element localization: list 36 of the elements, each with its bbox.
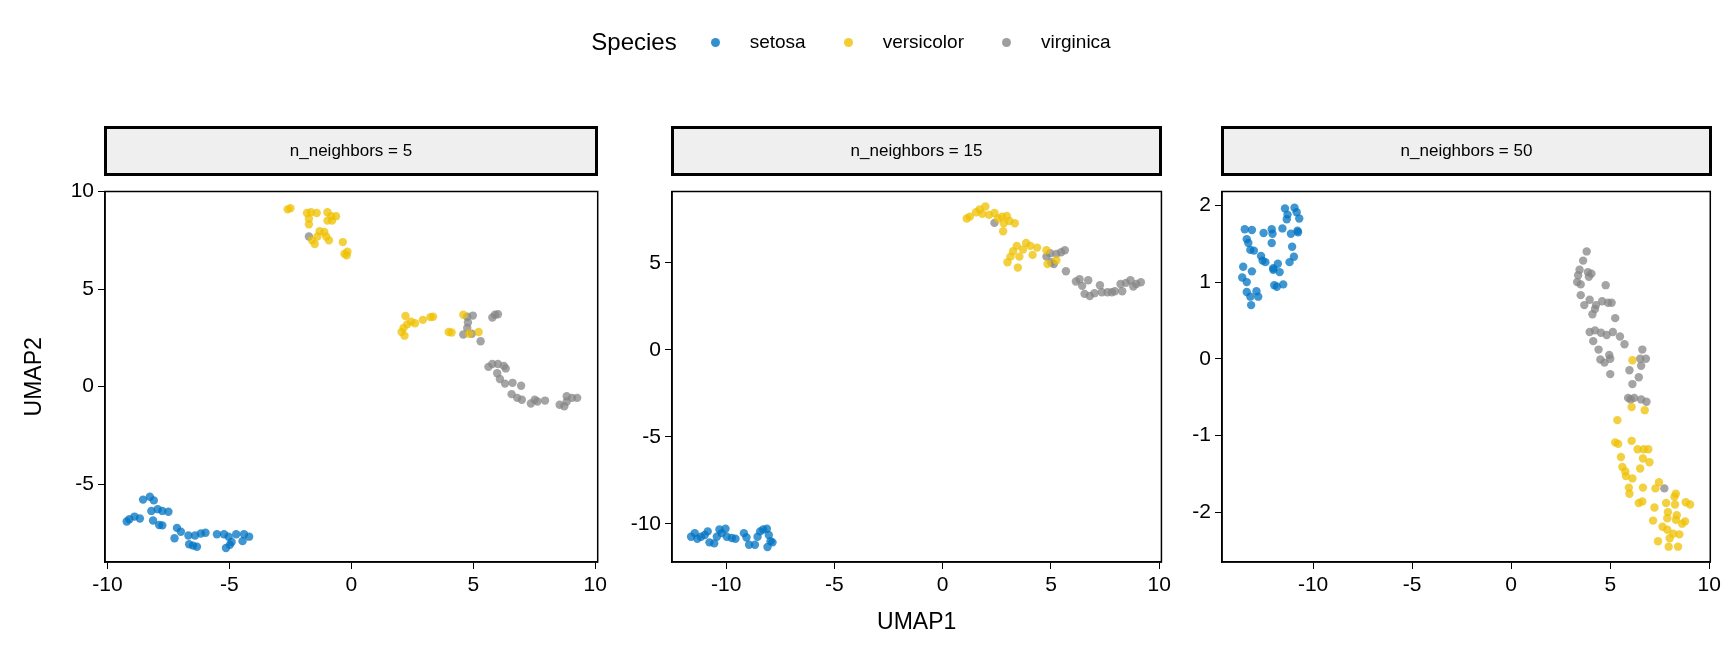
y-tick-label: 10 <box>70 178 94 202</box>
x-tick-label: 10 <box>1147 572 1171 596</box>
x-tick-label: 5 <box>467 572 480 596</box>
y-tick-label: 5 <box>649 249 661 273</box>
x-tick-label: -10 <box>1297 572 1329 596</box>
legend-label: setosa <box>749 31 806 53</box>
x-tick-label: 10 <box>1697 572 1721 596</box>
x-tick-label: 5 <box>1604 572 1617 596</box>
x-tick-label: -5 <box>220 572 239 596</box>
chart-title: n_neighbors = 50 <box>1221 126 1712 176</box>
legend-label: virginica <box>1040 31 1111 53</box>
y-tick-label: 0 <box>649 336 661 360</box>
y-tick-label: -5 <box>642 423 661 447</box>
chart-title: n_neighbors = 15 <box>671 126 1162 176</box>
y-tick-label: -2 <box>1192 498 1211 522</box>
y-tick-label: 5 <box>82 275 94 299</box>
chart-title: n_neighbors = 5 <box>104 126 598 176</box>
y-tick-label: 0 <box>82 373 94 397</box>
legend-title: Species <box>591 28 677 56</box>
y-tick-label: -5 <box>75 470 94 494</box>
y-tick-label: 0 <box>1199 345 1211 369</box>
y-tick-label: 2 <box>1199 192 1211 216</box>
x-tick-label: 0 <box>936 572 949 596</box>
x-tick-label: -5 <box>1402 572 1422 596</box>
y-axis-title: UMAP2 <box>20 337 47 417</box>
x-tick-label: 0 <box>1505 572 1518 596</box>
x-tick-label: 0 <box>345 572 358 596</box>
y-tick-label: -1 <box>1192 422 1211 446</box>
x-tick-label: -10 <box>710 572 742 596</box>
y-tick-label: 1 <box>1199 268 1211 292</box>
x-tick-label: 10 <box>583 572 607 596</box>
x-tick-label: -5 <box>825 572 844 596</box>
x-axis-title: UMAP1 <box>877 607 957 634</box>
y-tick-label: -10 <box>630 510 661 534</box>
x-tick-label: 5 <box>1045 572 1057 596</box>
legend-label: versicolor <box>882 31 964 53</box>
